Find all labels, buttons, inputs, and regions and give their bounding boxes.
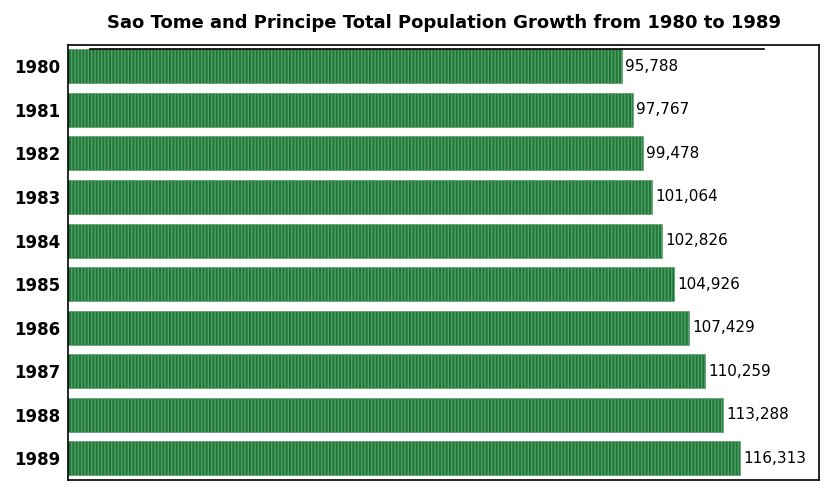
Bar (68, 136, 643, 170)
Text: 102,826: 102,826 (666, 233, 728, 248)
Text: 99,478: 99,478 (646, 146, 700, 161)
Bar (68, 398, 722, 432)
Text: 95,788: 95,788 (625, 59, 678, 74)
Bar (68, 180, 652, 214)
Text: 97,767: 97,767 (636, 102, 690, 118)
Bar (68, 354, 705, 388)
Text: 104,926: 104,926 (678, 277, 741, 291)
Text: 107,429: 107,429 (692, 320, 755, 335)
Text: 113,288: 113,288 (726, 407, 789, 422)
Bar (68, 267, 675, 301)
Text: 110,259: 110,259 (709, 364, 771, 379)
Text: 116,313: 116,313 (744, 451, 806, 466)
Bar (68, 441, 740, 475)
Bar (68, 93, 633, 127)
Bar (68, 49, 621, 83)
Bar (68, 311, 689, 345)
Title: Sao Tome and Principe Total Population Growth from 1980 to 1989: Sao Tome and Principe Total Population G… (107, 14, 781, 32)
Text: 101,064: 101,064 (656, 190, 718, 205)
Bar (68, 224, 662, 257)
